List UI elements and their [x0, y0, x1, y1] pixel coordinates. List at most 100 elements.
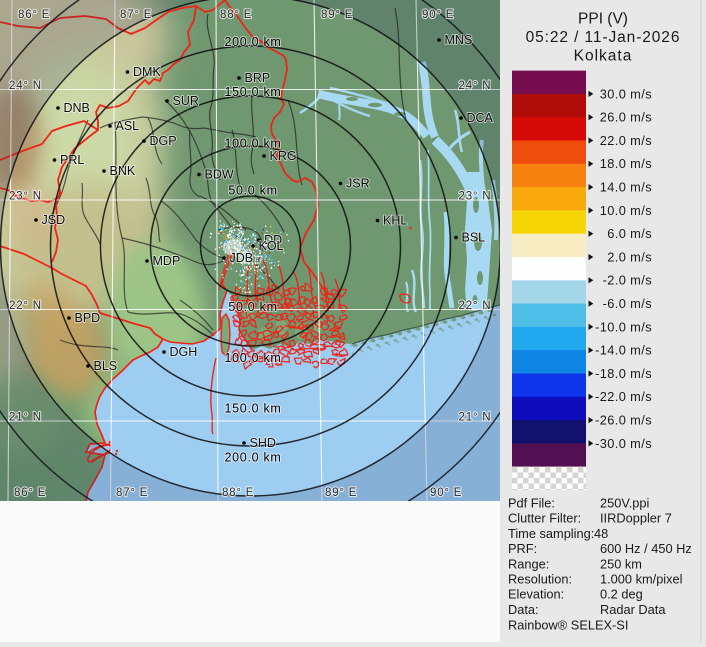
svg-text:DNB: DNB	[64, 101, 90, 115]
svg-text:IIRDoppler 7: IIRDoppler 7	[600, 511, 672, 526]
svg-text:KHL: KHL	[383, 214, 407, 228]
svg-text:ASL: ASL	[116, 119, 140, 133]
svg-text:DD: DD	[264, 233, 282, 247]
svg-text:86° E: 86° E	[14, 487, 46, 499]
svg-text:BNK: BNK	[110, 164, 136, 178]
svg-text:23° N: 23° N	[9, 191, 42, 203]
svg-text:DNB: DNB	[64, 101, 90, 115]
svg-text:0.2 deg: 0.2 deg	[600, 587, 643, 602]
svg-text:-22.0 m/s: -22.0 m/s	[595, 389, 652, 404]
svg-text:-6.0 m/s: -6.0 m/s	[603, 296, 652, 311]
svg-text:PRF:: PRF:	[508, 541, 537, 556]
svg-text:BNK: BNK	[110, 164, 136, 178]
svg-text:JSD: JSD	[42, 213, 66, 227]
svg-text:DMK: DMK	[133, 65, 161, 79]
svg-text:87° E: 87° E	[116, 487, 148, 499]
svg-text:PPI (V): PPI (V)	[578, 11, 628, 28]
svg-text:DGP: DGP	[150, 134, 177, 148]
svg-text:89° E: 89° E	[321, 9, 353, 21]
svg-text:48: 48	[594, 526, 608, 541]
svg-text:86° E: 86° E	[18, 9, 50, 21]
svg-text:Pdf File:: Pdf File:	[508, 496, 555, 511]
svg-text:90° E: 90° E	[430, 487, 462, 499]
svg-text:-2.0 m/s: -2.0 m/s	[603, 273, 652, 288]
svg-text:DMK: DMK	[133, 65, 161, 79]
svg-text:21° N: 21° N	[9, 412, 42, 424]
svg-text:23° N: 23° N	[459, 191, 492, 203]
svg-text:BRP: BRP	[245, 71, 271, 85]
svg-text:Data:: Data:	[508, 602, 539, 617]
svg-text:150.0 km: 150.0 km	[224, 401, 281, 415]
svg-text:BSL: BSL	[462, 231, 486, 245]
svg-text:24° N: 24° N	[9, 80, 42, 92]
svg-text:200.0 km: 200.0 km	[224, 35, 281, 49]
svg-text:JSD: JSD	[42, 213, 66, 227]
svg-text:KRG: KRG	[270, 149, 297, 163]
svg-text:10.0 m/s: 10.0 m/s	[600, 203, 652, 218]
svg-text:JSR: JSR	[346, 177, 370, 191]
svg-text:ASL: ASL	[116, 119, 140, 133]
svg-text:200.0 km: 200.0 km	[224, 450, 281, 464]
svg-text:PRL: PRL	[60, 153, 84, 167]
svg-text:200.0 km: 200.0 km	[224, 450, 281, 464]
svg-text:05:22 / 11-Jan-2026: 05:22 / 11-Jan-2026	[526, 29, 681, 46]
svg-text:30.0 m/s: 30.0 m/s	[600, 86, 652, 101]
svg-text:MDP: MDP	[153, 254, 181, 268]
svg-text:24° N: 24° N	[459, 80, 492, 92]
svg-text:Range:: Range:	[508, 556, 549, 571]
svg-text:-14.0 m/s: -14.0 m/s	[595, 343, 652, 358]
svg-text:Rainbow® SELEX-SI: Rainbow® SELEX-SI	[508, 618, 628, 633]
svg-text:KRG: KRG	[270, 149, 297, 163]
svg-text:89° E: 89° E	[325, 487, 357, 499]
svg-text:150.0 km: 150.0 km	[224, 85, 281, 99]
svg-text:SHD: SHD	[250, 436, 276, 450]
svg-text:150.0 km: 150.0 km	[224, 401, 281, 415]
svg-text:24° N: 24° N	[9, 80, 42, 92]
svg-text:JSR: JSR	[346, 177, 370, 191]
svg-text:PRL: PRL	[60, 153, 84, 167]
svg-text:22.0 m/s: 22.0 m/s	[600, 133, 652, 148]
svg-text:DCA: DCA	[467, 111, 494, 125]
svg-text:Resolution:: Resolution:	[508, 572, 572, 587]
svg-text:87° E: 87° E	[116, 487, 148, 499]
svg-text:88° E: 88° E	[220, 9, 252, 21]
svg-text:23° N: 23° N	[9, 191, 42, 203]
svg-text:89° E: 89° E	[321, 9, 353, 21]
svg-text:-26.0 m/s: -26.0 m/s	[595, 413, 652, 428]
svg-text:JDB: JDB	[230, 251, 254, 265]
svg-text:18.0 m/s: 18.0 m/s	[600, 156, 652, 171]
svg-text:BSL: BSL	[462, 231, 486, 245]
svg-text:DGP: DGP	[150, 134, 177, 148]
svg-text:BRP: BRP	[245, 71, 271, 85]
svg-text:87° E: 87° E	[120, 9, 152, 21]
svg-text:50.0 km: 50.0 km	[228, 300, 277, 314]
svg-text:-30.0 m/s: -30.0 m/s	[595, 436, 652, 451]
svg-text:DCA: DCA	[467, 111, 494, 125]
svg-text:200.0 km: 200.0 km	[224, 35, 281, 49]
svg-text:22° N: 22° N	[9, 300, 42, 312]
svg-text:50.0 km: 50.0 km	[228, 300, 277, 314]
svg-text:Clutter Filter:: Clutter Filter:	[508, 511, 581, 526]
svg-text:90° E: 90° E	[422, 9, 454, 21]
svg-text:100.0 km: 100.0 km	[224, 136, 281, 150]
svg-text:KOL: KOL	[259, 239, 284, 253]
svg-text:Time sampling:: Time sampling:	[508, 526, 594, 541]
svg-text:21° N: 21° N	[459, 412, 492, 424]
svg-text:BPD: BPD	[75, 311, 101, 325]
svg-text:90° E: 90° E	[422, 9, 454, 21]
svg-text:88° E: 88° E	[222, 487, 254, 499]
svg-text:1.000 km/pixel: 1.000 km/pixel	[600, 572, 683, 587]
svg-text:90° E: 90° E	[430, 487, 462, 499]
svg-text:MDP: MDP	[153, 254, 181, 268]
svg-text:BPD: BPD	[75, 311, 101, 325]
svg-text:BLS: BLS	[94, 359, 118, 373]
svg-text:24° N: 24° N	[459, 80, 492, 92]
svg-text:150.0 km: 150.0 km	[224, 85, 281, 99]
svg-text:-10.0 m/s: -10.0 m/s	[595, 319, 652, 334]
svg-text:89° E: 89° E	[325, 487, 357, 499]
svg-text:23° N: 23° N	[459, 191, 492, 203]
svg-text:86° E: 86° E	[14, 487, 46, 499]
svg-text:50.0 km: 50.0 km	[228, 183, 277, 197]
svg-text:BDW: BDW	[205, 168, 234, 182]
svg-text:21° N: 21° N	[459, 412, 492, 424]
